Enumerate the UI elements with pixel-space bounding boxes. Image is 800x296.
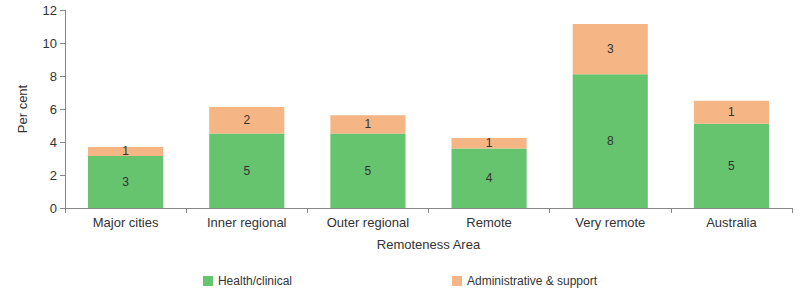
svg-text:5: 5 bbox=[728, 159, 735, 173]
svg-text:Inner regional: Inner regional bbox=[207, 215, 287, 230]
svg-text:5: 5 bbox=[243, 164, 250, 178]
svg-text:1: 1 bbox=[122, 144, 129, 158]
svg-text:1: 1 bbox=[365, 117, 372, 131]
svg-text:2: 2 bbox=[50, 168, 57, 183]
svg-text:Major cities: Major cities bbox=[93, 215, 159, 230]
svg-text:5: 5 bbox=[365, 164, 372, 178]
svg-text:10: 10 bbox=[43, 36, 57, 51]
svg-text:Very remote: Very remote bbox=[575, 215, 645, 230]
svg-text:Administrative & support: Administrative & support bbox=[467, 274, 598, 288]
svg-text:Outer regional: Outer regional bbox=[327, 215, 409, 230]
svg-text:12: 12 bbox=[43, 3, 57, 18]
svg-text:Australia: Australia bbox=[706, 215, 757, 230]
svg-text:4: 4 bbox=[50, 135, 57, 150]
svg-text:3: 3 bbox=[607, 42, 614, 56]
svg-text:Remote: Remote bbox=[466, 215, 512, 230]
svg-text:0: 0 bbox=[50, 201, 57, 216]
svg-text:Remoteness Area: Remoteness Area bbox=[377, 237, 481, 252]
svg-text:Per cent: Per cent bbox=[15, 84, 30, 133]
svg-text:1: 1 bbox=[486, 136, 493, 150]
svg-text:8: 8 bbox=[607, 134, 614, 148]
svg-text:4: 4 bbox=[486, 171, 493, 185]
svg-text:Health/clinical: Health/clinical bbox=[218, 274, 292, 288]
svg-text:1: 1 bbox=[728, 105, 735, 119]
svg-text:8: 8 bbox=[50, 69, 57, 84]
svg-text:2: 2 bbox=[243, 113, 250, 127]
svg-text:3: 3 bbox=[122, 175, 129, 189]
svg-text:6: 6 bbox=[50, 102, 57, 117]
